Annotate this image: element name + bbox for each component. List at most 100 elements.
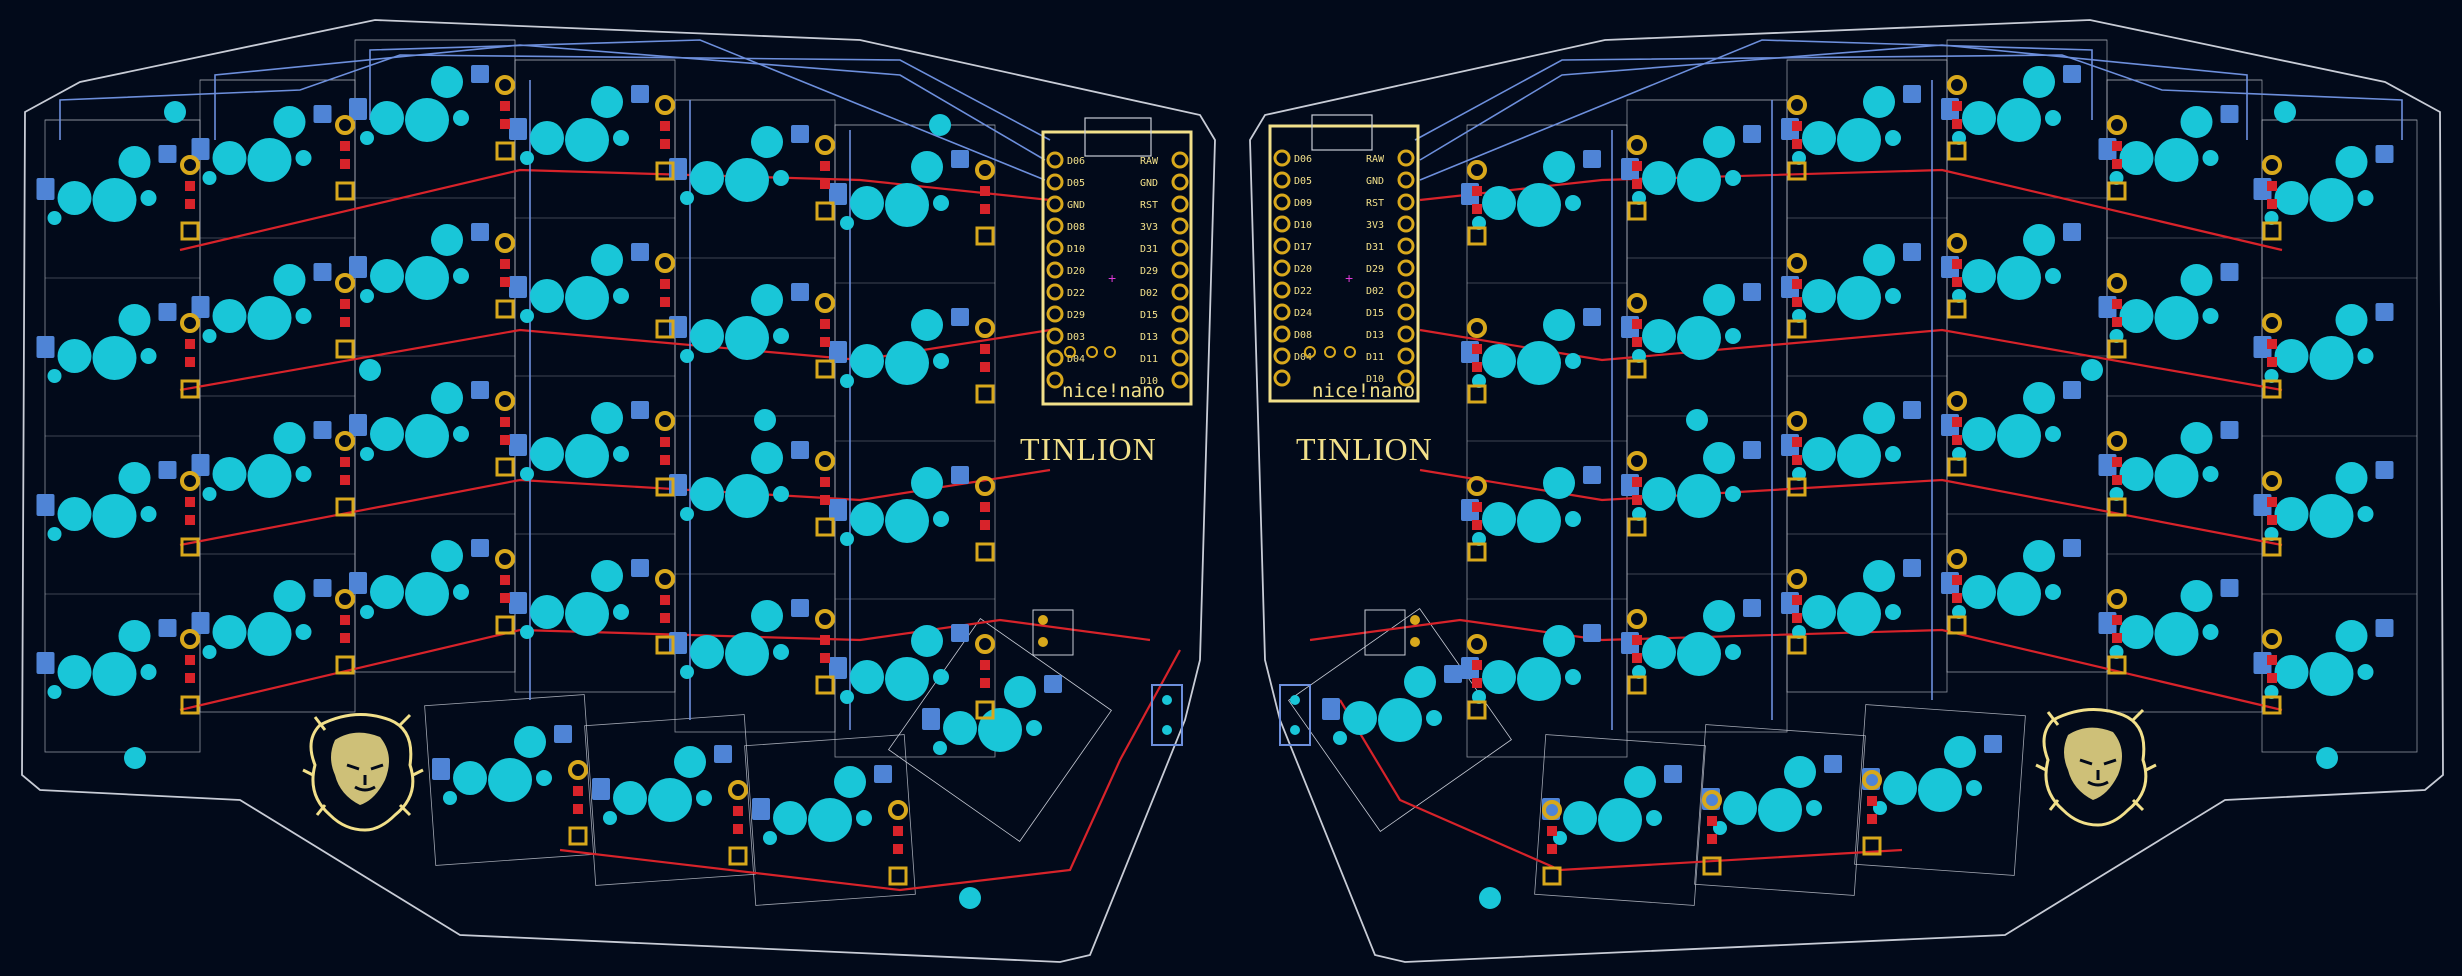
right-pin-right-3 <box>1397 215 1415 233</box>
right-key-5-2-hotswap-pad <box>1583 466 1601 484</box>
mounting-pad-5 <box>959 887 981 909</box>
column-trace-6 <box>1419 39 2093 181</box>
right-key-3-2-left-pad <box>1802 437 1836 471</box>
right-diode-5-1-via-bottom <box>1467 384 1487 404</box>
left-key-5-0-small-pad <box>840 216 854 230</box>
left-diode-0-1-via-bottom <box>180 379 200 399</box>
left-thumb-diode-0-via-bottom <box>568 826 588 846</box>
left-pin-label-right-3: 3V3 <box>1140 222 1158 233</box>
right-key-3-2-right-hole <box>1885 446 1901 462</box>
left-diode-5-2-diode-b <box>980 520 990 530</box>
left-diode-0-3-via-bottom <box>180 695 200 715</box>
left-key-4-2-center-pad <box>725 474 769 518</box>
left-key-2-1-right-hole <box>453 268 469 284</box>
left-key-2-2-small-pad <box>360 447 374 461</box>
right-pin-right-6 <box>1397 281 1415 299</box>
left-pin-label-right-6: D02 <box>1140 288 1158 299</box>
right-diode-0-3-via-top <box>2262 629 2282 649</box>
left-diode-5-2-via-bottom <box>975 542 995 562</box>
left-key-3-3-center-pad <box>565 592 609 636</box>
left-pin-right-5 <box>1171 261 1189 279</box>
left-key-1-1-right-hole <box>295 308 312 324</box>
left-pin-label-right-10: D10 <box>1140 376 1158 387</box>
right-diode-4-1-diode-a <box>1632 319 1642 329</box>
right-diode-3-3-via-top <box>1787 569 1807 589</box>
left-pin-label-right-4: D31 <box>1140 244 1158 255</box>
left-key-1-2-left-pad <box>212 457 247 491</box>
right-diode-3-0-diode-b <box>1792 139 1802 149</box>
left-pin-label-right-7: D15 <box>1140 310 1158 321</box>
right-pin-right-5 <box>1397 259 1415 277</box>
left-key-0-2-top-pad <box>118 462 151 494</box>
right-key-0-3-left-pad <box>2274 655 2309 689</box>
left-key-3-3-left-pad <box>530 595 564 629</box>
left-key-1-0-hotswap-pad <box>313 105 332 123</box>
left-key-2-1-center-pad <box>405 256 449 300</box>
right-key-1-1-top-pad <box>2180 264 2213 296</box>
left-diode-4-0-via-bottom <box>815 201 835 221</box>
right-pin-right-9 <box>1397 347 1415 365</box>
right-diode-1-2-diode-b <box>2112 475 2122 485</box>
right-key-0-1-center-pad <box>2309 336 2354 380</box>
left-mcu-origin-mark: + <box>1108 270 1116 286</box>
left-diode-1-3-diode-a <box>340 615 350 625</box>
right-pin-right-0 <box>1397 149 1415 167</box>
left-key-1-2-top-pad <box>273 422 306 454</box>
right-pin-label-left-5: D20 <box>1294 264 1312 275</box>
right-diode-1-1-diode-a <box>2112 299 2122 309</box>
left-thumb-key-2-hotswap-pad <box>874 765 892 783</box>
right-key-0-2-left-pad <box>2274 497 2309 531</box>
left-diode-2-2-via-top <box>495 391 515 411</box>
right-key-0-3-top-pad <box>2335 620 2368 652</box>
right-pin-left-7 <box>1273 303 1291 321</box>
right-key-3-1-left-pad <box>1802 279 1836 313</box>
left-diode-4-0-diode-b <box>820 179 830 189</box>
left-key-1-1-hotswap-pad <box>313 263 332 281</box>
left-diode-5-1-via-top <box>975 318 995 338</box>
left-pin-label-left-6: D22 <box>1067 288 1085 299</box>
left-pin-left-1 <box>1046 173 1064 191</box>
right-key-3-2-top-pad <box>1863 402 1895 434</box>
right-key-2-0-right-hole <box>2045 110 2061 126</box>
right-key-2-2-top-pad <box>2023 382 2055 414</box>
left-key-3-2-left-pad <box>530 437 564 471</box>
left-diode-5-3-diode-a <box>980 660 990 670</box>
right-key-3-0-center-pad <box>1837 118 1881 162</box>
right-key-3-0-left-pad <box>1802 121 1836 155</box>
left-diode-2-2-diode-b <box>500 435 510 445</box>
left-key-0-0-right-hole <box>140 190 157 206</box>
left-diode-3-3-diode-a <box>660 595 670 605</box>
left-diode-5-2-diode-a <box>980 502 990 512</box>
left-thumb-key-1-label-pad <box>592 778 610 800</box>
left-key-1-2-small-pad <box>202 487 217 501</box>
left-thumb-key-1-center-pad <box>648 778 692 822</box>
left-diode-3-1-diode-b <box>660 297 670 307</box>
right-diode-1-3-via-top <box>2107 589 2127 609</box>
right-pin-left-8 <box>1273 325 1291 343</box>
left-pin-label-left-1: D05 <box>1067 178 1085 189</box>
left-pin-left-7 <box>1046 305 1064 323</box>
right-key-2-3-left-pad <box>1962 575 1996 609</box>
left-diode-0-0-diode-b <box>185 199 195 209</box>
left-diode-2-0-via-top <box>495 75 515 95</box>
right-key-1-0-top-pad <box>2180 106 2213 138</box>
left-key-1-3-label-pad <box>191 612 210 634</box>
left-thumb-key-0-label-pad <box>432 758 450 780</box>
left-key-0-3-right-hole <box>140 664 157 680</box>
left-diode-2-1-via-bottom <box>495 299 515 319</box>
left-key-2-3-small-pad <box>360 605 374 619</box>
left-key-2-3-center-pad <box>405 572 449 616</box>
right-thumb-diode-1-via-bottom <box>1702 856 1722 876</box>
right-diode-2-3-diode-a <box>1952 575 1962 585</box>
left-key-5-3-center-pad <box>885 657 929 701</box>
left-diode-1-3-via-bottom <box>335 655 355 675</box>
right-diode-2-0-via-bottom <box>1947 141 1967 161</box>
right-key-2-3-hotswap-pad <box>2063 539 2081 557</box>
left-pin-left-0 <box>1046 151 1064 169</box>
right-key-3-1-center-pad <box>1837 276 1881 320</box>
left-key-1-1-top-pad <box>273 264 306 296</box>
right-thumb-key-0-left-pad <box>1563 801 1597 835</box>
left-diode-2-1-diode-b <box>500 277 510 287</box>
left-diode-4-3-diode-a <box>820 635 830 645</box>
right-diode-4-2-via-top <box>1627 451 1647 471</box>
